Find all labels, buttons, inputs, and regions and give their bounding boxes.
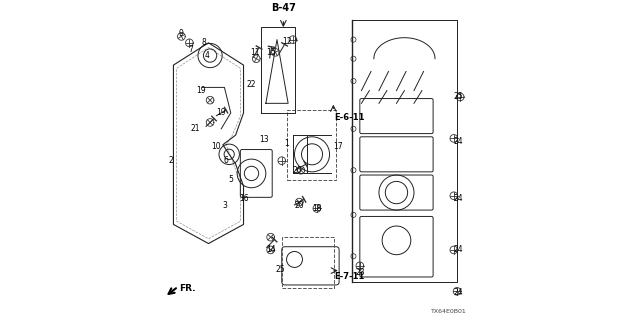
- Text: 13: 13: [259, 135, 269, 144]
- Text: 18: 18: [312, 204, 321, 213]
- Text: 24: 24: [454, 195, 463, 204]
- Text: 23: 23: [355, 268, 365, 277]
- Bar: [287, 110, 336, 180]
- Text: 15: 15: [266, 48, 275, 57]
- Text: 24: 24: [454, 288, 463, 297]
- Text: 16: 16: [239, 195, 248, 204]
- Text: 8: 8: [202, 38, 206, 47]
- Text: 3: 3: [222, 201, 227, 210]
- Bar: [282, 237, 334, 288]
- Circle shape: [351, 168, 356, 173]
- Circle shape: [351, 37, 356, 42]
- Text: B-47: B-47: [271, 3, 296, 12]
- Text: 19: 19: [216, 108, 226, 117]
- Text: 20: 20: [293, 166, 303, 175]
- Text: 2: 2: [169, 156, 173, 165]
- Circle shape: [351, 212, 356, 217]
- Text: 21: 21: [191, 124, 200, 133]
- Text: 24: 24: [454, 245, 463, 254]
- Circle shape: [351, 56, 356, 61]
- Text: 24: 24: [454, 137, 463, 146]
- Text: 11: 11: [250, 48, 259, 57]
- Text: E-7-11: E-7-11: [335, 273, 365, 282]
- Text: 1: 1: [284, 139, 289, 148]
- Text: 22: 22: [247, 80, 256, 89]
- Text: 25: 25: [275, 265, 285, 274]
- Text: 9: 9: [178, 29, 183, 38]
- Text: 4: 4: [204, 51, 209, 60]
- Text: FR.: FR.: [179, 284, 195, 293]
- Text: 7: 7: [189, 45, 193, 54]
- Text: 5: 5: [228, 175, 233, 184]
- Circle shape: [351, 254, 356, 259]
- Text: 20: 20: [294, 201, 304, 210]
- Text: 14: 14: [266, 245, 275, 254]
- Text: 17: 17: [333, 142, 342, 151]
- Text: 19: 19: [196, 86, 205, 95]
- Text: 10: 10: [212, 142, 221, 151]
- Text: TX64E0B01: TX64E0B01: [431, 308, 467, 314]
- Text: 12: 12: [282, 37, 291, 46]
- Text: E-6-11: E-6-11: [335, 113, 365, 122]
- Text: 6: 6: [223, 156, 228, 165]
- Text: 25: 25: [454, 92, 463, 101]
- Circle shape: [351, 126, 356, 132]
- Circle shape: [351, 78, 356, 84]
